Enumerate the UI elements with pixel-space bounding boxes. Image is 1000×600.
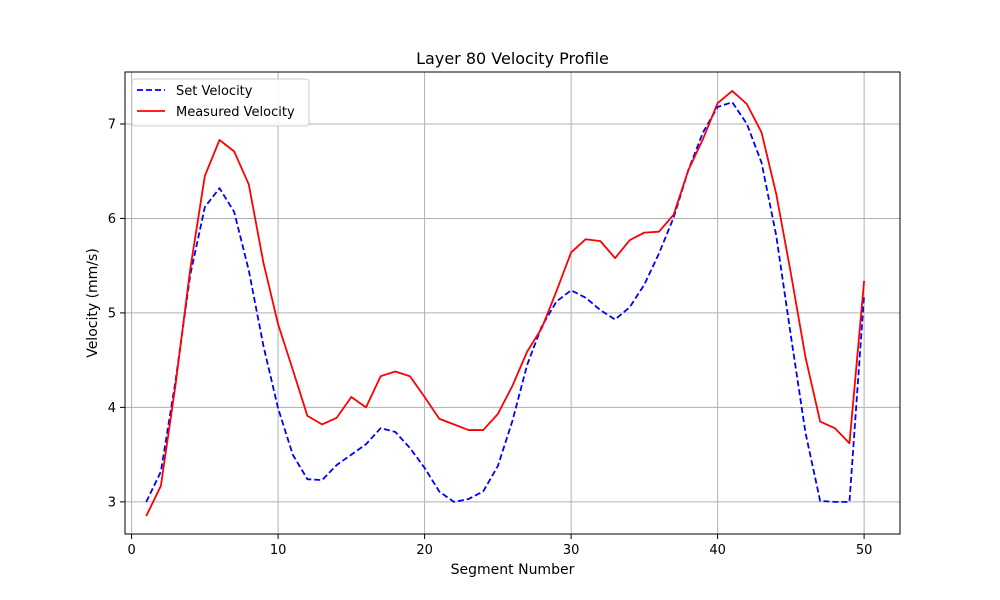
plot-area: [125, 72, 900, 534]
x-tick-label: 40: [709, 543, 726, 558]
series-line-measured-velocity: [145, 90, 866, 517]
legend-box: [131, 78, 310, 127]
y-tick-label: 7: [108, 117, 116, 132]
legend-label-set-velocity: Set Velocity: [176, 84, 253, 99]
x-tick-label: 50: [856, 543, 873, 558]
y-tick-label: 4: [108, 401, 116, 416]
x-axis-label: Segment Number: [451, 562, 575, 578]
legend-label-measured-velocity: Measured Velocity: [176, 105, 295, 120]
y-axis-label: Velocity (mm/s): [85, 248, 101, 358]
chart-title: Layer 80 Velocity Profile: [416, 49, 609, 68]
legend: Set Velocity Measured Velocity: [131, 78, 310, 127]
x-tick-label: 0: [127, 543, 135, 558]
x-tick-label: 20: [416, 543, 433, 558]
y-axis-ticks: 3 4 5 6 7: [108, 117, 125, 510]
series-line-set-velocity: [145, 101, 866, 503]
y-tick-label: 3: [108, 495, 116, 510]
plot-frame: [124, 71, 901, 535]
y-tick-label: 5: [108, 306, 116, 321]
series-layer: [145, 90, 866, 517]
x-tick-label: 30: [563, 543, 580, 558]
y-tick-label: 6: [108, 212, 116, 227]
x-tick-label: 10: [270, 543, 287, 558]
x-axis-ticks: 0 10 20 30 40 50: [127, 534, 872, 558]
